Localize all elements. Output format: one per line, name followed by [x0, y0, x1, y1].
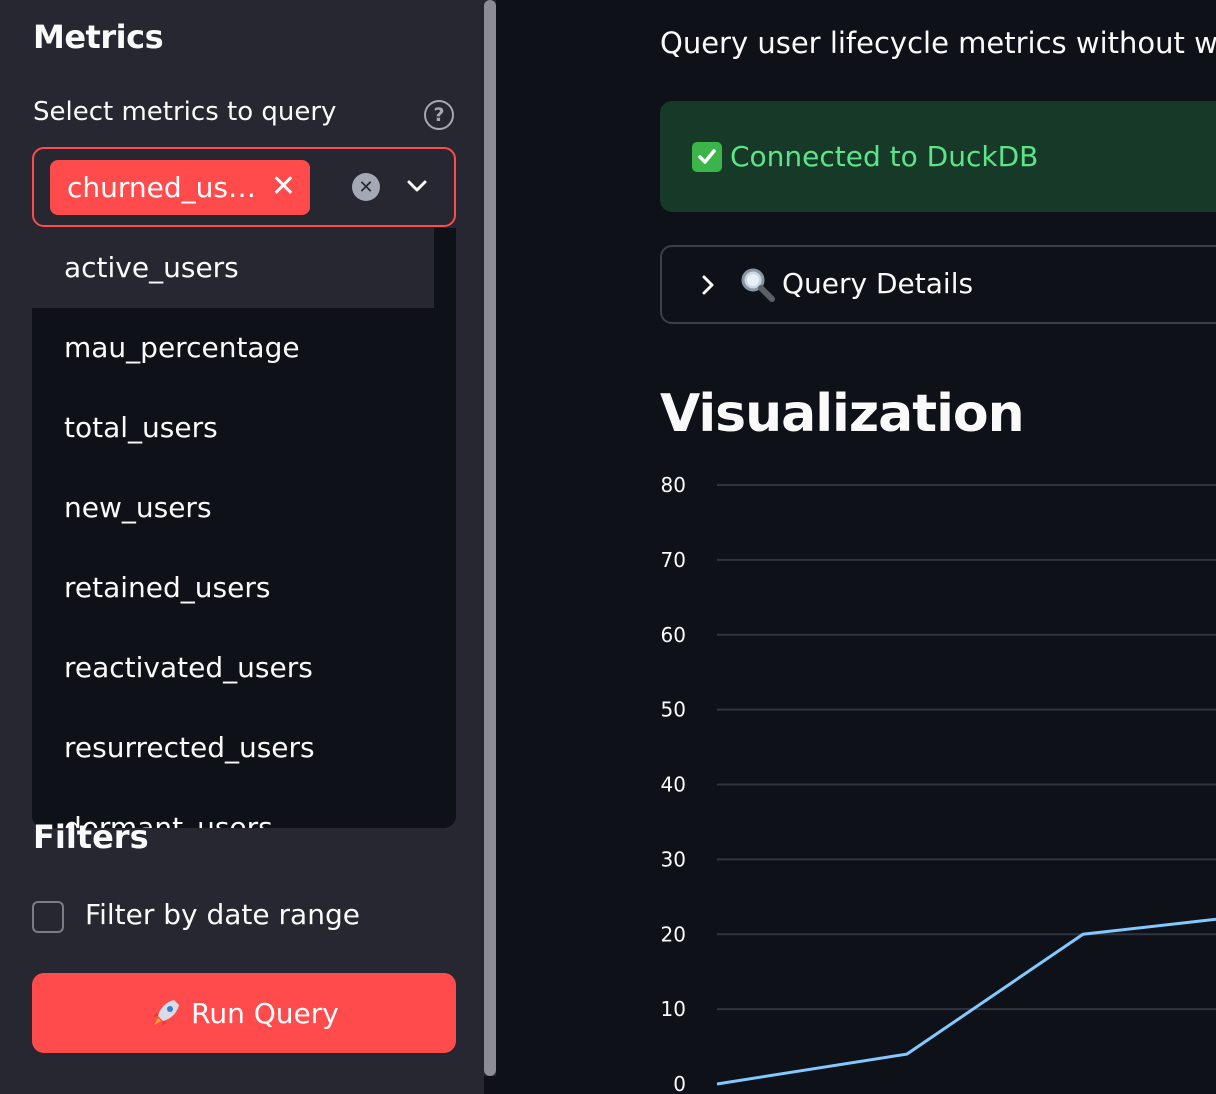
- date-range-checkbox-label[interactable]: Filter by date range: [85, 898, 360, 931]
- y-tick-label: 10: [661, 997, 686, 1021]
- dropdown-option[interactable]: reactivated_users: [64, 651, 313, 684]
- alert-text: Connected to DuckDB: [730, 140, 1039, 173]
- line-chart: 0 10 20 30 40 50 60 70 80: [661, 473, 1216, 1094]
- rocket-icon: [153, 1000, 180, 1026]
- metrics-dropdown-list: active_users mau_percentage total_users …: [32, 228, 456, 828]
- help-icon[interactable]: ?: [424, 100, 454, 130]
- y-tick-label: 80: [661, 473, 686, 497]
- run-query-label: Run Query: [191, 996, 339, 1030]
- chip-label: churned_us…: [67, 171, 256, 204]
- y-tick-label: 70: [661, 548, 686, 572]
- selected-metric-chip: churned_us… ✕: [50, 160, 310, 215]
- y-tick-label: 0: [673, 1072, 686, 1094]
- y-tick-label: 60: [661, 623, 686, 647]
- run-query-button[interactable]: Run Query: [32, 973, 456, 1053]
- metrics-select-label: Select metrics to query: [33, 97, 337, 127]
- filters-title: Filters: [33, 818, 149, 856]
- query-details-expander[interactable]: Query Details: [660, 245, 1216, 324]
- visualization-title: Visualization: [660, 384, 1025, 444]
- sidebar-title: Metrics: [33, 18, 164, 56]
- date-range-checkbox[interactable]: [32, 901, 64, 933]
- success-alert: Connected to DuckDB: [660, 101, 1216, 212]
- chevron-right-icon: [702, 275, 714, 295]
- main-content: Query user lifecycle metrics without wri…: [500, 0, 1216, 1094]
- magnifier-icon: [741, 268, 775, 302]
- series-line: [716, 917, 1216, 1086]
- clear-all-icon[interactable]: ✕: [352, 173, 380, 201]
- y-tick-label: 40: [661, 773, 686, 797]
- metrics-multiselect[interactable]: churned_us… ✕ ✕: [32, 147, 456, 227]
- dropdown-option[interactable]: resurrected_users: [64, 731, 315, 764]
- sidebar-scrollbar[interactable]: [484, 0, 496, 1076]
- page-subtitle: Query user lifecycle metrics without wri…: [660, 26, 1216, 60]
- dropdown-option[interactable]: new_users: [64, 491, 212, 524]
- chevron-down-icon[interactable]: [402, 171, 432, 201]
- scrollbar-thumb[interactable]: [484, 0, 496, 1076]
- dropdown-option[interactable]: mau_percentage: [64, 331, 300, 364]
- dropdown-option[interactable]: retained_users: [64, 571, 271, 604]
- dropdown-option[interactable]: total_users: [64, 411, 218, 444]
- expander-label: Query Details: [782, 267, 974, 300]
- y-tick-label: 50: [661, 698, 686, 722]
- y-tick-label: 30: [661, 847, 686, 871]
- sidebar: Metrics Select metrics to query ? churne…: [0, 0, 484, 1094]
- y-tick-label: 20: [661, 922, 686, 946]
- check-mark-icon: [692, 141, 722, 172]
- chip-remove-icon[interactable]: ✕: [270, 169, 296, 204]
- dropdown-option[interactable]: dormant_users: [64, 811, 273, 828]
- dropdown-option[interactable]: active_users: [32, 228, 434, 308]
